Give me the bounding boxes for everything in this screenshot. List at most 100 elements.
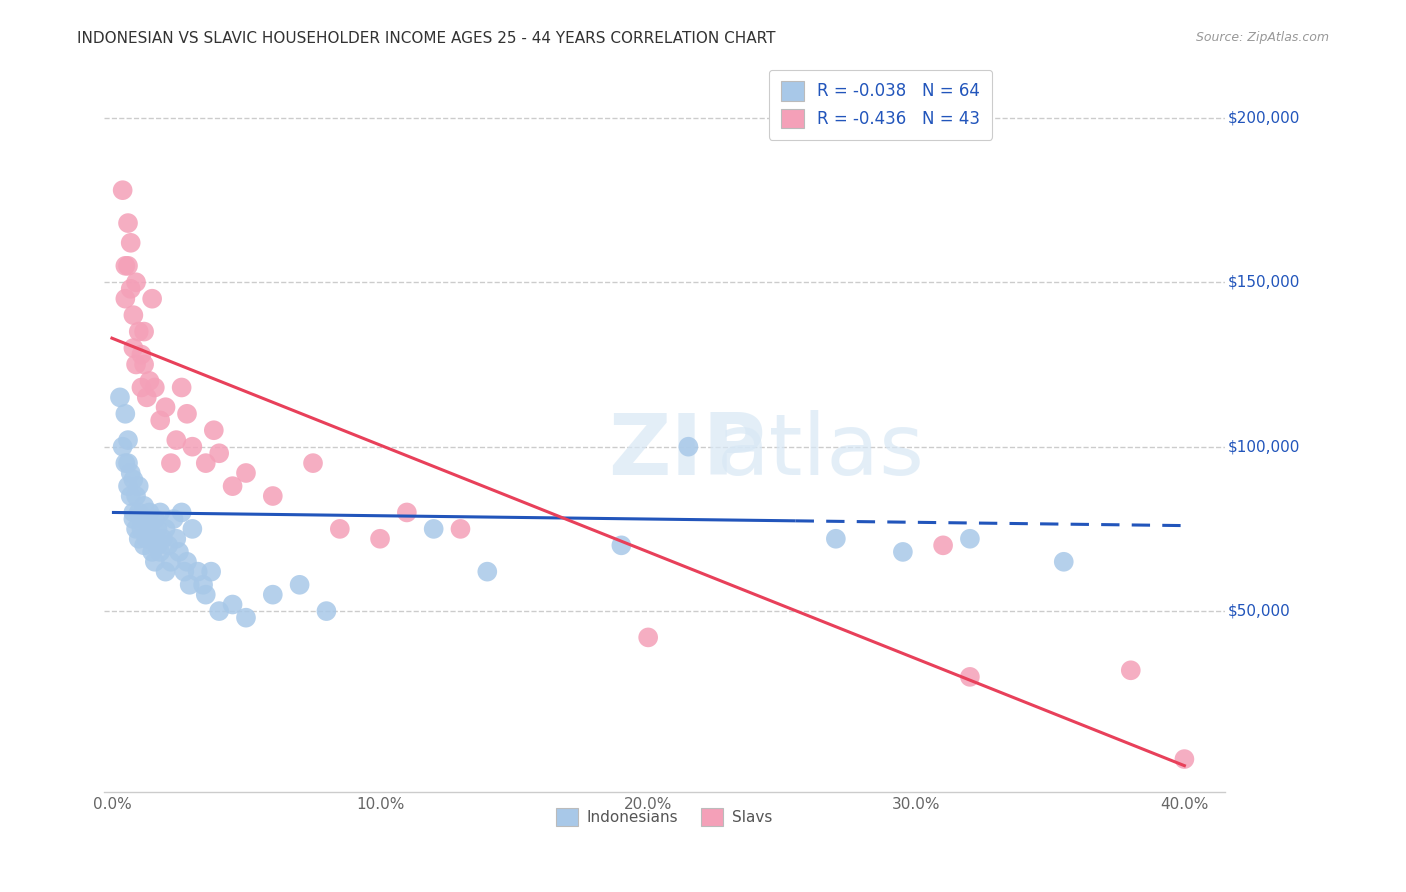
Point bbox=[111, 183, 134, 197]
Point bbox=[221, 598, 243, 612]
Point bbox=[114, 407, 136, 421]
Point bbox=[131, 512, 153, 526]
Point bbox=[128, 505, 150, 519]
Point bbox=[637, 631, 659, 645]
Point bbox=[131, 522, 153, 536]
Point bbox=[477, 565, 499, 579]
Point bbox=[450, 522, 472, 536]
Point bbox=[117, 259, 139, 273]
Point bbox=[1119, 663, 1142, 677]
Point bbox=[200, 565, 222, 579]
Point bbox=[181, 440, 204, 454]
Point bbox=[179, 578, 201, 592]
Point bbox=[1053, 555, 1076, 569]
Point bbox=[422, 522, 444, 536]
Point bbox=[208, 604, 231, 618]
Point bbox=[160, 456, 183, 470]
Point bbox=[157, 538, 180, 552]
Point bbox=[135, 532, 157, 546]
Point bbox=[135, 512, 157, 526]
Point bbox=[120, 282, 142, 296]
Point bbox=[235, 610, 257, 624]
Point bbox=[288, 578, 311, 592]
Point bbox=[143, 555, 166, 569]
Point bbox=[111, 440, 134, 454]
Legend: Indonesians, Slavs: Indonesians, Slavs bbox=[547, 799, 782, 835]
Text: INDONESIAN VS SLAVIC HOUSEHOLDER INCOME AGES 25 - 44 YEARS CORRELATION CHART: INDONESIAN VS SLAVIC HOUSEHOLDER INCOME … bbox=[77, 31, 776, 46]
Text: $100,000: $100,000 bbox=[1227, 439, 1299, 454]
Point bbox=[932, 538, 955, 552]
Point bbox=[122, 308, 145, 322]
Point bbox=[187, 565, 209, 579]
Point bbox=[302, 456, 325, 470]
Point bbox=[120, 489, 142, 503]
Point bbox=[131, 348, 153, 362]
Point bbox=[891, 545, 914, 559]
Point bbox=[155, 522, 177, 536]
Point bbox=[114, 259, 136, 273]
Point bbox=[120, 466, 142, 480]
Point bbox=[959, 532, 981, 546]
Point bbox=[221, 479, 243, 493]
Point bbox=[149, 413, 172, 427]
Point bbox=[125, 489, 148, 503]
Point bbox=[141, 545, 163, 559]
Point bbox=[165, 532, 187, 546]
Point bbox=[191, 578, 214, 592]
Point bbox=[678, 440, 700, 454]
Text: ZIP: ZIP bbox=[607, 410, 765, 493]
Point bbox=[152, 532, 174, 546]
Point bbox=[128, 532, 150, 546]
Point bbox=[122, 341, 145, 355]
Point bbox=[117, 216, 139, 230]
Point bbox=[170, 505, 193, 519]
Point bbox=[959, 670, 981, 684]
Point bbox=[329, 522, 352, 536]
Text: $50,000: $50,000 bbox=[1227, 604, 1291, 618]
Point bbox=[117, 479, 139, 493]
Point bbox=[114, 292, 136, 306]
Point bbox=[138, 522, 160, 536]
Point bbox=[125, 275, 148, 289]
Point bbox=[125, 522, 148, 536]
Point bbox=[132, 358, 155, 372]
Point bbox=[120, 235, 142, 250]
Point bbox=[132, 538, 155, 552]
Point bbox=[125, 358, 148, 372]
Point bbox=[114, 456, 136, 470]
Point bbox=[131, 380, 153, 394]
Point bbox=[128, 325, 150, 339]
Point bbox=[138, 374, 160, 388]
Point bbox=[122, 505, 145, 519]
Point bbox=[143, 512, 166, 526]
Point bbox=[315, 604, 337, 618]
Point bbox=[262, 489, 284, 503]
Point bbox=[132, 499, 155, 513]
Point bbox=[117, 433, 139, 447]
Point bbox=[167, 545, 190, 559]
Text: $150,000: $150,000 bbox=[1227, 275, 1299, 290]
Point bbox=[141, 292, 163, 306]
Point bbox=[194, 456, 217, 470]
Point bbox=[194, 588, 217, 602]
Point bbox=[176, 407, 198, 421]
Point bbox=[824, 532, 846, 546]
Point bbox=[155, 401, 177, 415]
Point bbox=[202, 423, 225, 437]
Point bbox=[128, 479, 150, 493]
Point bbox=[149, 505, 172, 519]
Point bbox=[368, 532, 391, 546]
Point bbox=[235, 466, 257, 480]
Point bbox=[173, 565, 195, 579]
Point bbox=[160, 555, 183, 569]
Point bbox=[162, 512, 184, 526]
Point bbox=[108, 390, 131, 404]
Point bbox=[170, 380, 193, 394]
Point bbox=[132, 325, 155, 339]
Point bbox=[610, 538, 633, 552]
Point bbox=[146, 522, 169, 536]
Point bbox=[135, 390, 157, 404]
Text: atlas: atlas bbox=[717, 410, 925, 493]
Point bbox=[181, 522, 204, 536]
Point bbox=[262, 588, 284, 602]
